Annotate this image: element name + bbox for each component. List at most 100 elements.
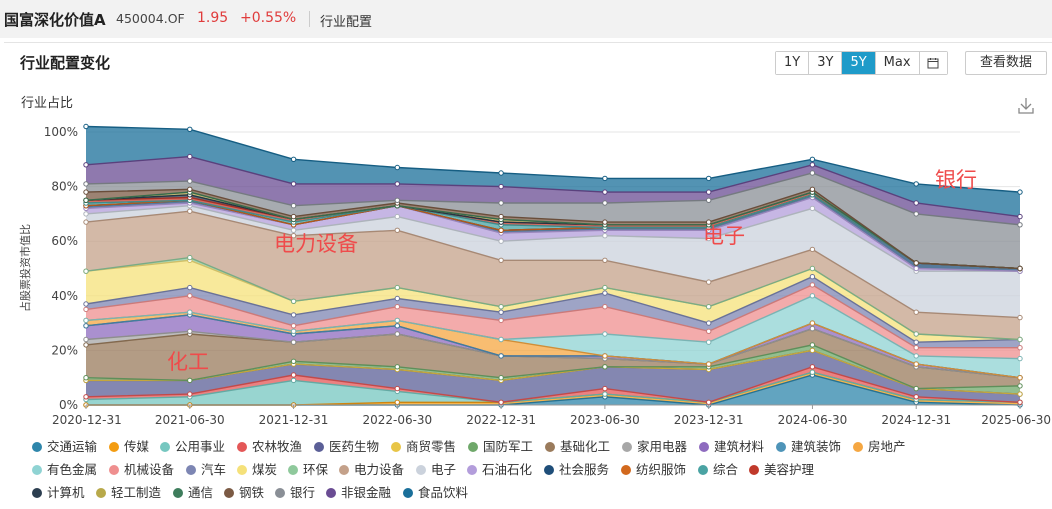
data-point[interactable] [706,328,712,334]
data-point[interactable] [706,219,712,225]
data-point[interactable] [83,219,89,225]
area-series-19[interactable] [86,197,1020,272]
data-point[interactable] [498,336,504,343]
legend-item[interactable]: 商贸零售 [391,439,456,454]
legend-item[interactable]: 计算机 [32,485,85,500]
data-point[interactable] [1017,383,1023,389]
area-series-2[interactable] [86,372,1020,405]
data-point[interactable] [498,375,504,381]
data-point[interactable] [187,309,193,315]
data-point[interactable] [809,282,816,288]
data-point[interactable] [187,208,193,214]
data-point[interactable] [913,345,919,351]
data-point[interactable] [394,304,400,310]
data-point[interactable] [809,293,816,299]
data-point[interactable] [706,361,712,367]
legend-item[interactable]: 有色金属 [32,462,97,477]
data-point[interactable] [602,200,608,206]
legend-item[interactable]: 传媒 [109,439,150,454]
legend-item[interactable]: 基础化工 [545,439,610,454]
data-point[interactable] [498,317,504,324]
data-point[interactable] [187,153,193,160]
data-point[interactable] [602,364,608,370]
data-point[interactable] [809,205,816,212]
data-point[interactable] [394,197,400,204]
legend-item[interactable]: 通信 [173,485,213,500]
data-point[interactable] [602,175,608,182]
legend-item[interactable]: 电力设备 [339,462,405,477]
data-point[interactable] [290,227,297,234]
data-point[interactable] [187,377,193,384]
data-point[interactable] [809,170,816,176]
data-point[interactable] [83,162,89,168]
data-point[interactable] [394,399,400,405]
data-point[interactable] [290,213,297,220]
data-point[interactable] [290,323,297,329]
data-point[interactable] [83,342,89,348]
data-point[interactable] [809,162,816,168]
area-series-15[interactable] [86,260,1020,343]
data-point[interactable] [498,309,504,315]
data-point[interactable] [498,238,504,244]
data-point[interactable] [290,312,297,318]
period-button-1y[interactable]: 1Y [776,52,810,74]
data-point[interactable] [706,197,712,204]
legend-item[interactable]: 家用电器 [622,439,688,454]
data-point[interactable] [706,320,712,326]
data-point[interactable] [602,233,608,239]
data-point[interactable] [602,219,608,225]
area-series-8[interactable] [86,328,1020,378]
calendar-icon[interactable] [919,52,947,74]
data-point[interactable] [1017,189,1023,195]
data-point[interactable] [290,377,297,384]
data-point[interactable] [1017,375,1023,381]
data-point[interactable] [394,164,400,171]
data-point[interactable] [1017,355,1023,362]
data-point[interactable] [83,317,89,324]
period-button-3y[interactable]: 3Y [809,52,843,74]
data-point[interactable] [1017,391,1023,397]
data-point[interactable] [706,235,712,242]
data-point[interactable] [1017,336,1023,343]
data-point[interactable] [187,126,193,133]
data-point[interactable] [602,391,608,397]
data-point[interactable] [394,317,400,324]
data-point[interactable] [602,284,608,291]
data-point[interactable] [1017,213,1023,220]
data-point[interactable] [187,284,193,291]
legend-item[interactable]: 环保 [288,462,329,477]
data-point[interactable] [706,304,712,310]
legend-item[interactable]: 机械设备 [109,462,175,477]
data-point[interactable] [83,394,89,400]
data-point[interactable] [809,325,816,332]
data-point[interactable] [602,353,608,359]
data-point[interactable] [394,323,400,329]
area-series-17[interactable] [86,211,1020,340]
data-point[interactable] [187,178,193,184]
data-point[interactable] [1017,399,1023,405]
legend-item[interactable]: 公用事业 [160,439,225,454]
data-point[interactable] [83,268,89,274]
data-point[interactable] [1017,222,1023,228]
data-point[interactable] [394,295,400,302]
data-point[interactable] [83,189,89,195]
data-point[interactable] [498,227,504,234]
data-point[interactable] [913,353,919,359]
area-series-13[interactable] [86,284,1020,359]
data-point[interactable] [809,186,816,193]
data-point[interactable] [913,309,919,315]
data-point[interactable] [498,183,504,190]
data-point[interactable] [809,320,816,326]
data-point[interactable] [290,233,297,239]
view-data-button[interactable]: 查看数据 [965,51,1047,75]
legend-item[interactable]: 银行 [275,485,315,500]
data-point[interactable] [394,181,400,187]
data-point[interactable] [83,181,89,187]
area-series-7[interactable] [86,328,1020,389]
data-point[interactable] [809,246,816,253]
data-point[interactable] [187,328,193,334]
data-point[interactable] [290,372,297,378]
data-point[interactable] [809,274,816,280]
legend-item[interactable]: 房地产 [853,439,906,454]
legend-item[interactable]: 食品饮料 [403,485,469,500]
